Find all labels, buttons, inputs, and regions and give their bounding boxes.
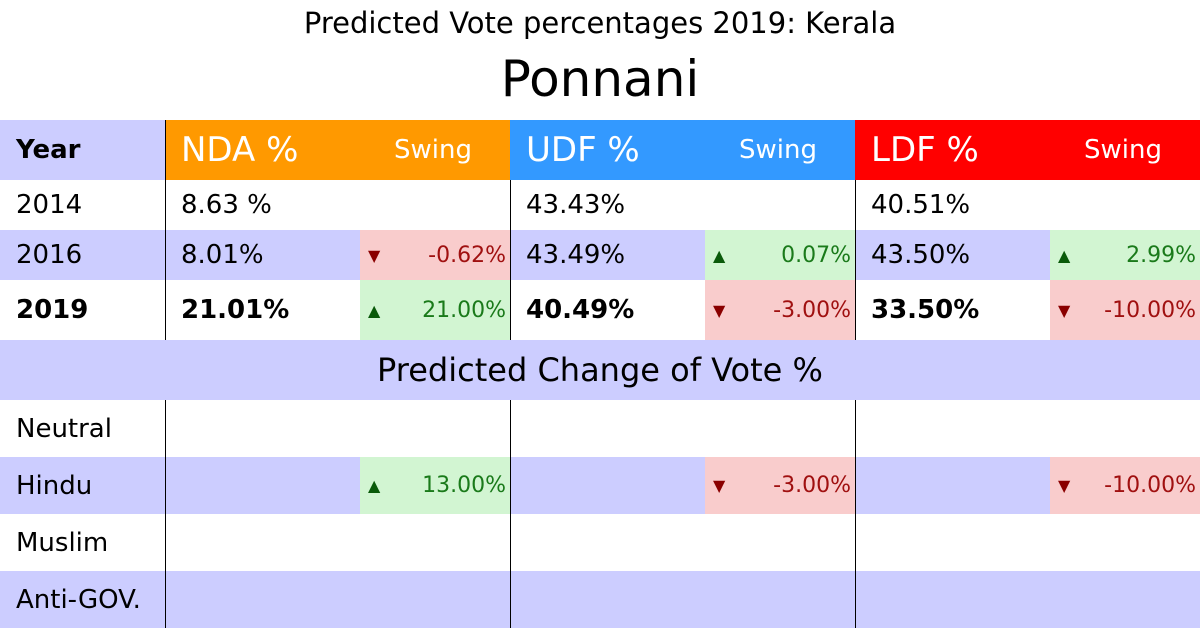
swing-header-label: Swing	[1084, 135, 1162, 165]
vote-value-text: 43.43%	[526, 190, 626, 220]
triangle-up-icon: ▲	[713, 245, 726, 265]
nda-swing-header: Swing	[360, 120, 510, 180]
swing-value: -10.00%	[1104, 297, 1196, 323]
swing-value: 21.00%	[422, 297, 506, 323]
column-divider	[510, 400, 511, 628]
swing-value: 0.07%	[781, 242, 851, 268]
ldf-vote-value: 40.51%	[855, 180, 1050, 230]
vote-value-text: 43.50%	[871, 240, 971, 270]
vote-value-text: 8.63 %	[181, 190, 272, 220]
change-row-label: Anti-GOV.	[0, 571, 165, 628]
swing-value: -3.00%	[773, 473, 851, 498]
change-row-text: Neutral	[16, 413, 112, 444]
triangle-down-icon: ▼	[1058, 300, 1071, 320]
swing-value: -10.00%	[1104, 473, 1196, 498]
change-row-label: Neutral	[0, 400, 165, 457]
nda-swing-cell: ▼ -0.62%	[360, 230, 510, 280]
ldf-change-swing-cell: ▼ -10.00%	[1050, 457, 1200, 514]
column-divider	[855, 180, 856, 340]
section-title: Predicted Change of Vote %	[0, 340, 1200, 400]
row-band	[0, 571, 1200, 628]
ldf-swing-cell: ▲ 2.99%	[1050, 230, 1200, 280]
triangle-down-icon: ▼	[1058, 476, 1071, 495]
year-header-label: Year	[16, 135, 81, 165]
ldf-vote-value: 43.50%	[855, 230, 1050, 280]
vote-table: Year NDA % Swing UDF % Swing LDF % Swing 2014 8.…	[0, 120, 1200, 628]
row-band	[0, 230, 1200, 280]
ldf-swing-header: Swing	[1050, 120, 1200, 180]
party-name: UDF %	[526, 130, 640, 170]
udf-vote-value: 43.43%	[510, 180, 705, 230]
swing-value: -3.00%	[773, 297, 851, 323]
nda-vote-value: 8.63 %	[165, 180, 360, 230]
swing-value: 13.00%	[422, 473, 506, 498]
swing-header-label: Swing	[394, 135, 472, 165]
vote-value-text: 8.01%	[181, 240, 264, 270]
ldf-header: LDF %	[855, 120, 1050, 180]
section-title-text: Predicted Change of Vote %	[377, 351, 823, 389]
row-band	[0, 457, 1200, 514]
triangle-down-icon: ▼	[713, 300, 726, 320]
nda-swing-cell: ▲ 21.00%	[360, 280, 510, 340]
change-row-label: Hindu	[0, 457, 165, 514]
triangle-up-icon: ▲	[368, 300, 381, 320]
year-label: 2019	[0, 280, 165, 340]
triangle-up-icon: ▲	[1058, 245, 1071, 265]
udf-swing-header: Swing	[705, 120, 855, 180]
nda-header: NDA %	[165, 120, 360, 180]
change-row-label: Muslim	[0, 514, 165, 571]
ldf-vote-value: 33.50%	[855, 280, 1050, 340]
chart-title: Ponnani	[500, 50, 700, 108]
party-name: LDF %	[871, 130, 979, 170]
year-label: 2016	[0, 230, 165, 280]
vote-value-text: 33.50%	[871, 295, 980, 325]
change-row-text: Anti-GOV.	[16, 584, 141, 615]
ldf-swing-cell: ▼ -10.00%	[1050, 280, 1200, 340]
year-label: 2014	[0, 180, 165, 230]
vote-value-text: 43.49%	[526, 240, 626, 270]
nda-change-swing-cell: ▲ 13.00%	[360, 457, 510, 514]
chart-subtitle: Predicted Vote percentages 2019: Kerala	[303, 6, 897, 40]
year-text: 2019	[16, 295, 89, 325]
year-text: 2014	[16, 190, 83, 220]
udf-header: UDF %	[510, 120, 705, 180]
swing-header-label: Swing	[739, 135, 817, 165]
udf-vote-value: 40.49%	[510, 280, 705, 340]
vote-value-text: 40.49%	[526, 295, 635, 325]
nda-vote-value: 8.01%	[165, 230, 360, 280]
udf-vote-value: 43.49%	[510, 230, 705, 280]
triangle-down-icon: ▼	[713, 476, 726, 495]
nda-vote-value: 21.01%	[165, 280, 360, 340]
udf-change-swing-cell: ▼ -3.00%	[705, 457, 855, 514]
year-text: 2016	[16, 240, 83, 270]
column-divider	[855, 400, 856, 628]
column-divider	[165, 400, 166, 628]
triangle-down-icon: ▼	[368, 245, 381, 265]
change-row-text: Muslim	[16, 527, 109, 558]
udf-swing-cell: ▲ 0.07%	[705, 230, 855, 280]
vote-value-text: 40.51%	[871, 190, 971, 220]
year-header: Year	[0, 120, 165, 180]
column-divider	[165, 120, 166, 340]
column-divider	[510, 180, 511, 340]
change-row-text: Hindu	[16, 470, 93, 501]
party-name: NDA %	[181, 130, 299, 170]
swing-value: 2.99%	[1126, 242, 1196, 268]
triangle-up-icon: ▲	[368, 476, 381, 495]
udf-swing-cell: ▼ -3.00%	[705, 280, 855, 340]
swing-value: -0.62%	[428, 242, 506, 268]
vote-value-text: 21.01%	[181, 295, 290, 325]
